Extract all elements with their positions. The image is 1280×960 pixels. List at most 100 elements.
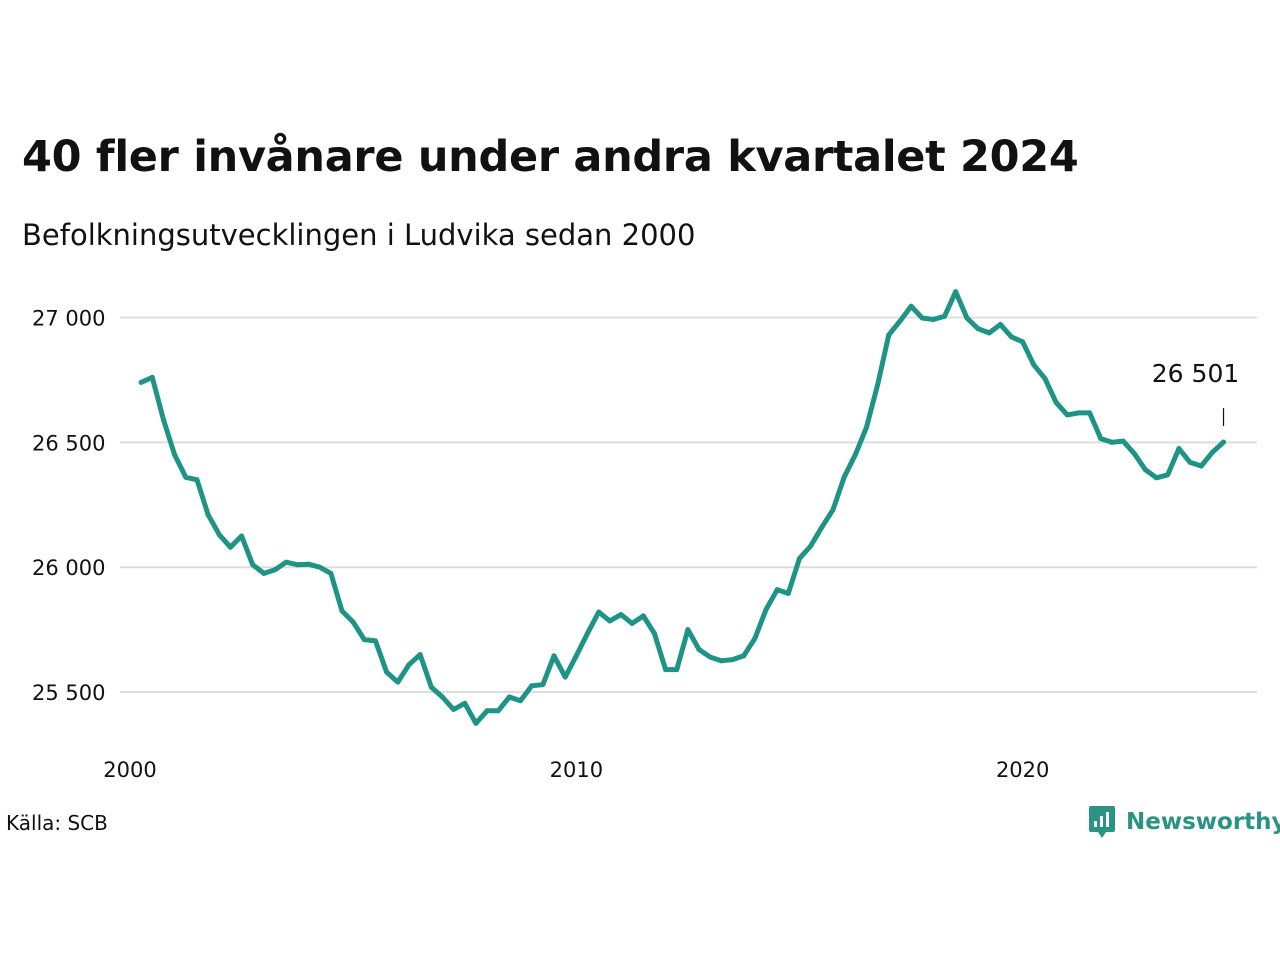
data-point xyxy=(875,382,881,388)
data-point xyxy=(607,618,613,624)
data-point xyxy=(674,667,680,673)
data-point xyxy=(529,683,535,689)
y-tick-label: 27 000 xyxy=(32,306,105,330)
data-point xyxy=(261,570,267,576)
data-point xyxy=(1109,439,1115,445)
data-point xyxy=(149,374,155,380)
data-point xyxy=(462,700,468,706)
newsworthy-logo: Newsworthy xyxy=(1088,804,1280,840)
data-point xyxy=(997,321,1003,327)
data-point xyxy=(785,590,791,596)
data-point xyxy=(573,653,579,659)
data-point xyxy=(897,318,903,324)
data-point xyxy=(339,608,345,614)
data-point xyxy=(651,630,657,636)
data-point xyxy=(551,653,557,659)
data-point xyxy=(227,544,233,550)
data-point xyxy=(160,417,166,423)
data-point xyxy=(372,638,378,644)
data-point xyxy=(294,562,300,568)
data-point xyxy=(183,474,189,480)
data-point xyxy=(484,708,490,714)
data-point xyxy=(1120,438,1126,444)
data-point xyxy=(663,667,669,673)
data-point xyxy=(495,708,501,714)
data-point xyxy=(685,627,691,633)
data-point xyxy=(975,326,981,332)
data-point xyxy=(1098,436,1104,442)
data-point xyxy=(1087,410,1093,416)
data-point xyxy=(752,635,758,641)
data-point xyxy=(964,315,970,321)
data-points xyxy=(138,289,1227,726)
x-tick-label: 2000 xyxy=(103,758,156,782)
data-point xyxy=(138,379,144,385)
data-point xyxy=(774,587,780,593)
data-point xyxy=(1020,339,1026,345)
data-point xyxy=(417,652,423,658)
y-tick-label: 26 500 xyxy=(32,431,105,455)
data-point xyxy=(1198,463,1204,469)
data-point xyxy=(406,662,412,668)
data-point xyxy=(1064,412,1070,418)
data-point xyxy=(306,561,312,567)
data-point xyxy=(361,637,367,643)
data-point xyxy=(707,654,713,660)
y-tick-label: 25 500 xyxy=(32,681,105,705)
data-point xyxy=(473,720,479,726)
data-point xyxy=(205,512,211,518)
y-axis-tick-labels: 25 500 26 000 26 500 27 000 xyxy=(32,306,105,705)
data-point xyxy=(1154,475,1160,481)
data-point xyxy=(272,567,278,573)
data-point xyxy=(830,507,836,513)
data-point xyxy=(250,562,256,568)
data-point xyxy=(1131,451,1137,457)
data-point xyxy=(172,452,178,458)
data-point xyxy=(908,303,914,309)
data-point xyxy=(863,424,869,430)
data-point xyxy=(640,613,646,619)
data-point xyxy=(942,313,948,319)
data-point xyxy=(439,694,445,700)
data-point xyxy=(540,682,546,688)
chart-subtitle: Befolkningsutvecklingen i Ludvika sedan … xyxy=(22,218,696,252)
data-point xyxy=(562,674,568,680)
data-point xyxy=(350,619,356,625)
source-credit: Källa: SCB xyxy=(6,811,108,835)
data-point xyxy=(886,332,892,338)
data-point xyxy=(629,620,635,626)
chart-title: 40 fler invånare under andra kvartalet 2… xyxy=(22,132,1079,182)
data-point xyxy=(596,609,602,615)
data-point xyxy=(718,658,724,664)
data-point xyxy=(194,477,200,483)
gridlines xyxy=(120,316,1257,694)
data-point xyxy=(1009,334,1015,340)
brand-name: Newsworthy xyxy=(1126,809,1280,835)
data-point xyxy=(283,559,289,565)
data-point xyxy=(395,679,401,685)
data-point xyxy=(953,289,959,295)
data-point xyxy=(1176,446,1182,452)
data-point xyxy=(1209,449,1215,455)
data-point xyxy=(1221,439,1227,445)
data-point xyxy=(919,315,925,321)
data-point xyxy=(506,694,512,700)
data-point xyxy=(841,474,847,480)
data-point xyxy=(328,570,334,576)
x-tick-label: 2020 xyxy=(996,758,1049,782)
data-point xyxy=(819,524,825,530)
data-point xyxy=(1165,472,1171,478)
data-point xyxy=(428,684,434,690)
data-point xyxy=(239,533,245,539)
data-point xyxy=(1053,399,1059,405)
data-point xyxy=(618,612,624,618)
data-point xyxy=(584,630,590,636)
data-point xyxy=(1042,376,1048,382)
data-point xyxy=(384,669,390,675)
x-tick-label: 2010 xyxy=(550,758,603,782)
data-point xyxy=(696,647,702,653)
data-point xyxy=(852,452,858,458)
data-point xyxy=(730,657,736,663)
data-point xyxy=(451,707,457,713)
newsworthy-chart-icon xyxy=(1089,806,1115,838)
